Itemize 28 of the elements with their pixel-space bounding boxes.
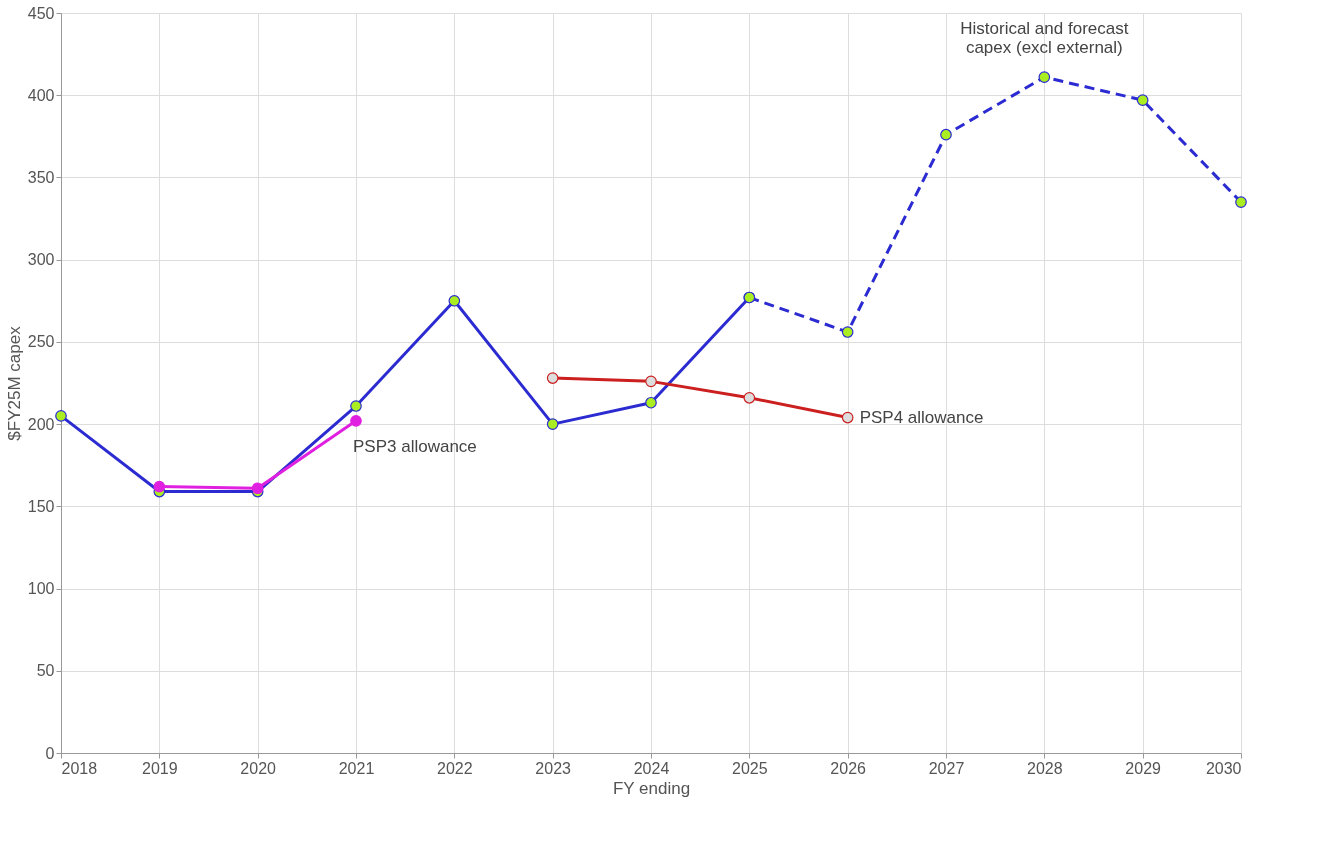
x-tick-label: 2029 bbox=[1125, 759, 1162, 777]
x-tick-label: 2026 bbox=[830, 759, 867, 777]
y-tick-label: 50 bbox=[36, 662, 55, 680]
x-tick-label: 2023 bbox=[535, 759, 572, 777]
y-tick-label: 250 bbox=[27, 333, 55, 351]
x-tick-label: 2027 bbox=[928, 759, 965, 777]
y-tick-label: 450 bbox=[27, 4, 55, 22]
x-tick-label: 2030 bbox=[1205, 759, 1242, 777]
y-tick-label: 100 bbox=[27, 580, 55, 598]
y-tick-label: 300 bbox=[27, 251, 55, 269]
series-label: Historical and forecast capex (excl external) bbox=[960, 19, 1129, 58]
y-tick-label: 0 bbox=[45, 744, 55, 762]
x-tick-label: 2028 bbox=[1027, 759, 1063, 777]
series-label: PSP3 allowance bbox=[353, 436, 477, 456]
x-tick-label: 2019 bbox=[142, 759, 178, 777]
x-tick-label: 2018 bbox=[61, 759, 98, 777]
y-tick-label: 350 bbox=[27, 168, 55, 186]
x-tick-label: 2024 bbox=[633, 759, 670, 777]
y-tick-label: 200 bbox=[27, 415, 55, 433]
y-tick-label: 400 bbox=[27, 86, 55, 104]
y-axis-title: $FY25M capex bbox=[4, 325, 24, 441]
x-axis-title: FY ending bbox=[612, 778, 691, 798]
x-tick-label: 2022 bbox=[437, 759, 473, 777]
x-tick-label: 2021 bbox=[338, 759, 375, 777]
x-tick-label: 2025 bbox=[732, 759, 768, 777]
y-tick-label: 150 bbox=[27, 497, 55, 515]
x-tick-label: 2020 bbox=[240, 759, 277, 777]
series-label: PSP4 allowance bbox=[859, 407, 984, 427]
